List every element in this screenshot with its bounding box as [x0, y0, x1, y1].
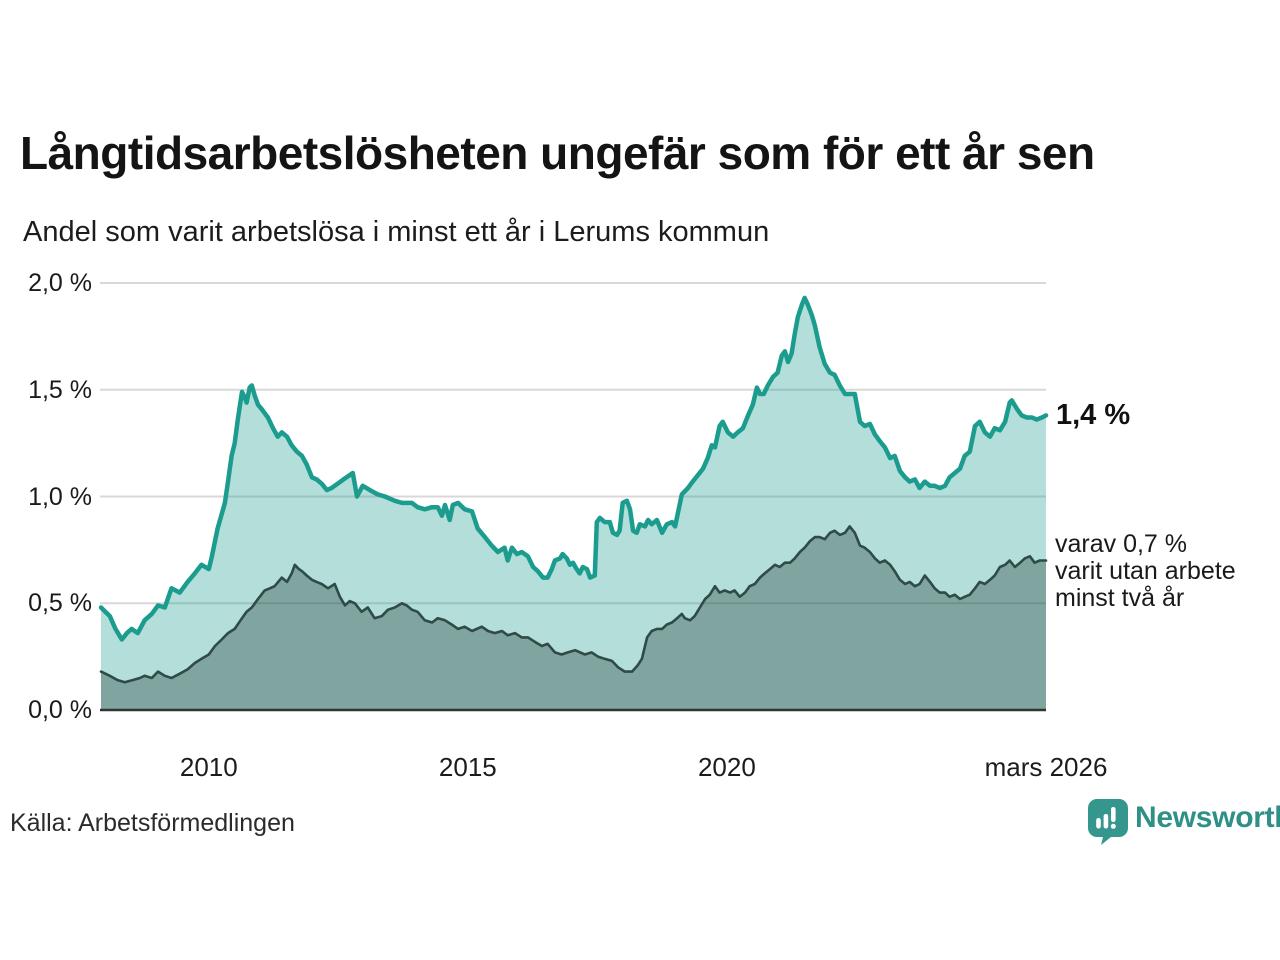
y-tick-label: 1,5 %: [28, 375, 92, 404]
x-tick-label: 2010: [179, 752, 238, 782]
brand-logo: Newsworthy: [1088, 799, 1280, 845]
secondary-annotation-line3: minst två år: [1055, 584, 1185, 612]
page-title: Långtidsarbetslösheten ungefär som för e…: [20, 127, 1095, 179]
latest-value-annotation: 1,4 %: [1056, 399, 1131, 431]
secondary-series-line: [99, 525, 1048, 684]
x-tick-label: 2015: [438, 752, 497, 782]
y-tick-label: 1,0 %: [28, 482, 92, 511]
y-tick-label: 0,5 %: [28, 589, 92, 618]
y-tick-label: 0,0 %: [28, 696, 92, 724]
y-tick-label: 2,0 %: [28, 269, 92, 297]
secondary-annotation-line1: varav 0,7 %: [1055, 530, 1188, 558]
primary-area-fill: [101, 297, 1046, 710]
newsworthy-bubble-icon: [1088, 799, 1128, 845]
x-tick-label: mars 2026: [984, 752, 1108, 782]
x-tick-label: 2020: [697, 752, 756, 782]
primary-series-line: [98, 295, 1049, 642]
secondary-annotation-line2: varit utan arbete: [1055, 557, 1236, 585]
page-subtitle: Andel som varit arbetslösa i minst ett å…: [23, 216, 770, 248]
brand-wordmark: Newsworthy: [1135, 801, 1280, 834]
source-credit: Källa: Arbetsförmedlingen: [10, 809, 295, 837]
secondary-series-annotation: varav 0,7 % varit utan arbete minst två …: [1055, 531, 1236, 612]
secondary-area-fill: [101, 526, 1046, 710]
